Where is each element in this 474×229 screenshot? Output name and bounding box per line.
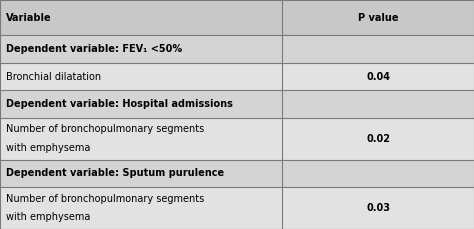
Bar [282,0,474,35]
Bar [0,118,282,160]
Text: 0.04: 0.04 [366,71,390,82]
Bar [0,63,282,90]
Text: 0.03: 0.03 [366,203,390,213]
Text: Number of bronchopulmonary segments: Number of bronchopulmonary segments [6,194,204,204]
Text: Dependent variable: FEV₁ <50%: Dependent variable: FEV₁ <50% [6,44,182,54]
Bar [0,0,282,35]
Text: 0.02: 0.02 [366,134,390,144]
Text: Number of bronchopulmonary segments: Number of bronchopulmonary segments [6,125,204,134]
Bar [282,118,474,160]
Text: Bronchial dilatation: Bronchial dilatation [6,71,101,82]
Text: P value: P value [358,13,398,23]
Bar [282,63,474,90]
Text: with emphysema: with emphysema [6,143,90,153]
Bar [0,90,474,118]
Bar [282,187,474,229]
Bar [0,160,474,187]
Text: Dependent variable: Sputum purulence: Dependent variable: Sputum purulence [6,168,224,178]
Text: Dependent variable: Hospital admissions: Dependent variable: Hospital admissions [6,99,233,109]
Text: Variable: Variable [6,13,51,23]
Text: with emphysema: with emphysema [6,212,90,222]
Bar [0,187,282,229]
Bar [0,35,474,63]
